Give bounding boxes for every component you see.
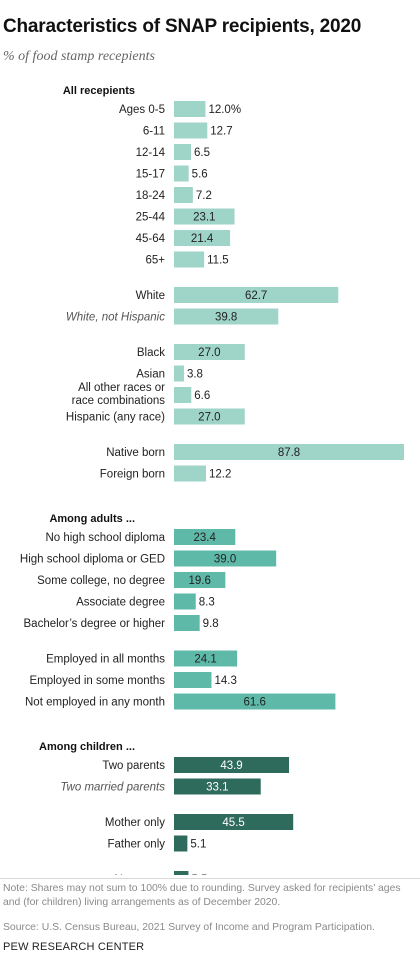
value-label: 23.1	[193, 212, 215, 224]
value-label: 21.4	[191, 233, 214, 245]
bar	[174, 144, 192, 160]
bar-label: Two married parents	[60, 782, 165, 794]
bar-label: High school diploma or GED	[20, 554, 165, 566]
bar-label: Some college, no degree	[37, 575, 165, 587]
bar-label: Father only	[107, 839, 165, 851]
value-label: 12.2	[209, 469, 231, 481]
bar	[174, 693, 336, 710]
bar-label: All other races or	[78, 382, 165, 394]
bar-label: Mother only	[105, 817, 165, 829]
bar	[174, 550, 277, 567]
value-label: 6.5	[194, 147, 210, 159]
chart-note: Note: Shares may not sum to 100% due to …	[3, 883, 401, 908]
bar	[174, 444, 405, 460]
bar	[174, 387, 192, 403]
bar	[174, 672, 212, 688]
bar-label: Employed in all months	[46, 654, 165, 666]
value-label: 62.7	[245, 290, 267, 302]
bar-label: 18-24	[136, 190, 166, 202]
bar-label: Associate degree	[76, 597, 165, 609]
value-label: 19.6	[188, 575, 210, 587]
org-credit: PEW RESEARCH CENTER	[3, 941, 145, 953]
bar-label: 45-64	[136, 233, 166, 245]
bar-label: Hispanic (any race)	[66, 412, 165, 424]
value-label: 5.6	[192, 169, 208, 181]
value-label: 11.5	[207, 255, 229, 267]
bar	[174, 344, 245, 360]
bar	[174, 408, 245, 425]
value-label: 39.8	[215, 312, 237, 324]
value-label: 12.0%	[208, 104, 241, 116]
chart-source: Source: U.S. Census Bureau, 2021 Survey …	[3, 922, 375, 933]
bar-chart: All recepients Ages 0-5 12.0% 6-11 12.7 12-14…	[20, 85, 405, 875]
bar-label: Ages 0-5	[119, 104, 165, 116]
bar-label: Foreign born	[100, 469, 165, 481]
bar-label: 6-11	[143, 126, 165, 138]
bar	[174, 650, 238, 667]
value-label: 5.1	[190, 839, 206, 851]
bar	[174, 814, 294, 830]
bar-label: Native born	[106, 447, 165, 459]
bar-label: Two parents	[102, 760, 165, 772]
value-label: 23.4	[193, 532, 216, 544]
bar-label: 12-14	[136, 147, 166, 159]
bar-label: 15-17	[136, 169, 165, 181]
bar-label: Asian	[136, 369, 165, 381]
bar	[174, 593, 196, 610]
value-label: 39.0	[214, 554, 236, 566]
value-label: 43.9	[220, 760, 242, 772]
value-label: 6.6	[194, 390, 210, 402]
value-label: 24.1	[194, 654, 216, 666]
value-label: 14.3	[214, 675, 236, 687]
value-label: 12.7	[210, 126, 232, 138]
bar-label: White, not Hispanic	[66, 312, 165, 324]
bar	[174, 778, 261, 795]
footer-divider	[0, 878, 420, 879]
value-label: 87.8	[278, 447, 300, 459]
bar-label: No parent	[114, 874, 165, 875]
value-label: 3.8	[187, 369, 203, 381]
bar-label: White	[136, 290, 165, 302]
bar	[174, 122, 208, 139]
group-heading: All recepients	[63, 85, 135, 97]
bar	[174, 871, 189, 875]
bar-label: 25-44	[136, 212, 166, 224]
bar	[174, 208, 235, 225]
value-label: 27.0	[198, 412, 220, 424]
bar	[174, 230, 231, 246]
bar	[174, 572, 226, 588]
bar	[174, 165, 189, 182]
group-heading: Among children ...	[39, 741, 135, 753]
bar	[174, 287, 339, 303]
bar-label: 65+	[145, 255, 165, 267]
bar	[174, 615, 200, 631]
value-label: 5.5	[191, 874, 207, 875]
bar	[174, 251, 205, 268]
bar	[174, 835, 188, 852]
bar-label: Bachelor’s degree or higher	[24, 618, 166, 630]
bar-label: Employed in some months	[29, 675, 165, 687]
bar-label: Black	[137, 347, 165, 359]
value-label: 7.2	[196, 190, 212, 202]
value-label: 61.6	[244, 697, 266, 709]
bar	[174, 529, 236, 545]
bar	[174, 757, 290, 773]
bar-label: No high school diploma	[45, 532, 165, 544]
value-label: 8.3	[199, 597, 215, 609]
value-label: 33.1	[206, 782, 228, 794]
value-label: 27.0	[198, 347, 220, 359]
chart-title: Characteristics of SNAP recipients, 2020	[3, 16, 362, 37]
value-label: 45.5	[222, 817, 244, 829]
bar	[174, 187, 193, 203]
value-label: 9.8	[203, 618, 219, 630]
bar-label: race combinations	[72, 395, 166, 407]
bar	[174, 101, 206, 117]
bar	[174, 365, 184, 382]
group-heading: Among adults ...	[49, 513, 135, 525]
bar	[174, 465, 206, 482]
bar	[174, 308, 279, 325]
chart-subtitle: % of food stamp recepients	[3, 49, 155, 64]
bar-label: Not employed in any month	[25, 697, 165, 709]
